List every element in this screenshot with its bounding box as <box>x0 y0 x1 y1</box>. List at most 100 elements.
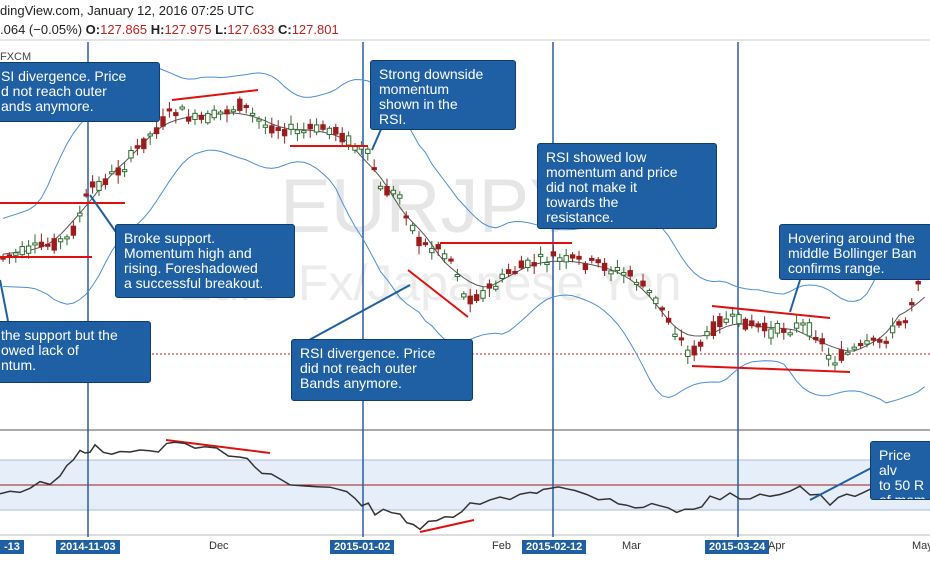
candle-body <box>608 270 614 275</box>
candle-body <box>486 283 493 289</box>
candle-body <box>365 148 371 154</box>
candle-body <box>333 126 339 135</box>
candle-body <box>621 272 627 276</box>
candle-body <box>326 127 333 136</box>
x-tick-4: Feb <box>492 540 511 552</box>
candle-body <box>429 247 435 254</box>
candle-body <box>339 132 345 143</box>
candle-body <box>595 259 601 264</box>
candle-body <box>544 262 550 266</box>
candle-body <box>505 269 512 275</box>
candle-body <box>371 167 377 171</box>
candle-body <box>896 321 902 326</box>
low-label: L: <box>215 22 228 37</box>
candle-body <box>64 236 70 240</box>
candle-body <box>57 238 64 243</box>
candle-body <box>633 281 640 285</box>
pointer-4 <box>299 284 411 346</box>
candle-body <box>806 322 813 337</box>
close-value: 127.801 <box>291 22 339 37</box>
candle-body <box>294 129 301 135</box>
candle-body <box>665 317 672 323</box>
candle-body <box>768 328 774 339</box>
open-value: 127.865 <box>100 22 148 37</box>
candle-body <box>109 171 115 175</box>
candle-body <box>185 116 192 122</box>
candle-body <box>416 236 422 247</box>
candle-body <box>870 337 877 341</box>
candle-body <box>454 274 461 278</box>
candle-body <box>685 349 691 357</box>
candle-body <box>800 322 806 326</box>
candle-body <box>787 332 793 336</box>
candle-body <box>851 346 857 350</box>
candle-body <box>480 290 486 299</box>
candle-body <box>467 295 473 305</box>
candle-body <box>77 212 83 217</box>
candle-body <box>301 130 307 134</box>
candle-body <box>19 246 25 256</box>
x-tick-5: 2015-02-12 <box>522 540 587 554</box>
candle-body <box>697 341 704 347</box>
header-source-date: dingView.com, January 12, 2016 07:25 UTC <box>0 3 255 18</box>
candle-body <box>281 129 288 137</box>
annotation-price-rsi-50: Price alv to 50 R of mom <box>870 441 930 500</box>
candle-body <box>889 325 896 334</box>
candle-body <box>179 106 185 110</box>
candle-body <box>582 263 589 271</box>
annotation-low-momentum: RSI showed low momentum and price did no… <box>537 143 717 229</box>
candle-body <box>825 354 832 360</box>
candles <box>0 96 928 371</box>
candle-body <box>781 328 787 333</box>
high-label: H: <box>150 22 165 37</box>
high-value: 127.975 <box>164 22 212 37</box>
candle-body <box>147 133 153 137</box>
candle-body <box>70 225 77 236</box>
candle-body <box>672 333 678 338</box>
candle-body <box>659 307 665 311</box>
candle-body <box>742 318 749 330</box>
candle-body <box>915 280 921 285</box>
pointer-3 <box>371 126 383 151</box>
candle-body <box>576 255 582 260</box>
candle-body <box>192 112 198 121</box>
candle-body <box>902 320 909 324</box>
candle-body <box>909 302 915 306</box>
candle-body <box>89 181 96 188</box>
candle-body <box>237 98 243 111</box>
candle-body <box>550 251 557 257</box>
candle-body <box>32 242 38 246</box>
pointer-2 <box>89 194 119 236</box>
candle-body <box>377 185 384 190</box>
candle-body <box>422 242 429 246</box>
rsi-line <box>0 441 930 531</box>
candle-body <box>723 318 729 323</box>
candle-body <box>198 114 205 120</box>
pointer-5 <box>789 279 801 313</box>
symbol-suffix: FXCM <box>0 51 32 63</box>
annotation-strong-downside: Strong downside momentum shown in the RS… <box>370 60 516 130</box>
candle-body <box>531 262 537 267</box>
candle-body <box>121 169 128 173</box>
candle-body <box>627 270 633 277</box>
pointer-6 <box>809 465 876 501</box>
chart-header: dingView.com, January 12, 2016 07:25 UTC… <box>0 0 930 40</box>
candle-body <box>710 321 717 336</box>
candle-body <box>537 253 544 258</box>
candle-body <box>384 186 390 196</box>
candle-body <box>115 167 121 176</box>
candle-body <box>153 127 160 135</box>
candle-body <box>877 339 883 343</box>
close-label: C: <box>277 22 292 37</box>
candle-body <box>435 244 441 250</box>
x-tick-1: 2014-11-03 <box>56 540 120 554</box>
candle-body <box>249 112 256 116</box>
x-tick-6: Mar <box>622 540 641 552</box>
candle-body <box>141 138 147 150</box>
header-change: .064 (−0.05%) <box>0 22 83 37</box>
candle-body <box>569 254 576 259</box>
x-tick-0: -13 <box>0 540 24 554</box>
annotation-broke-support: Broke support. Momentum high and rising.… <box>115 224 295 298</box>
x-tick-2: Dec <box>209 540 229 552</box>
